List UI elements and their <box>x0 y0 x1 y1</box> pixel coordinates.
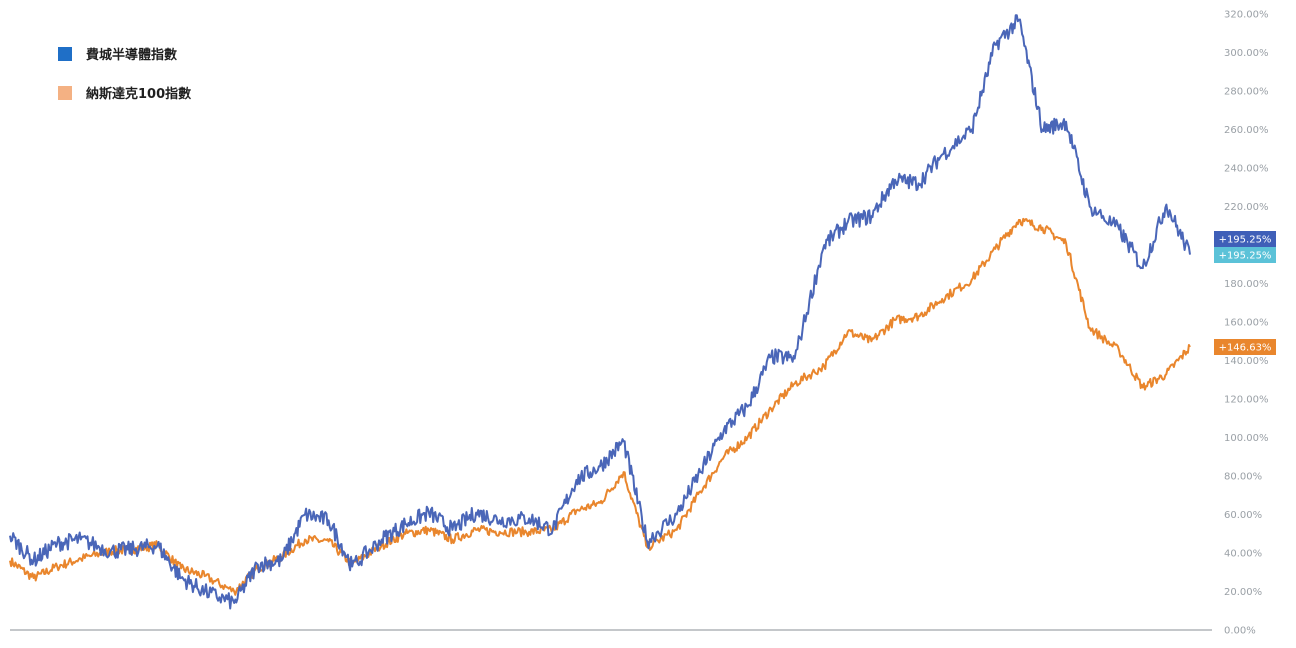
y-tick-label: 20.00% <box>1224 587 1262 598</box>
legend-label-sox: 費城半導體指數 <box>86 48 178 63</box>
y-tick-label: 220.00% <box>1224 202 1269 213</box>
y-tick-label: 80.00% <box>1224 472 1262 483</box>
value-badge: +195.25% <box>1214 247 1276 263</box>
y-tick-label: 120.00% <box>1224 395 1269 406</box>
legend-item-ndx[interactable]: 納斯達克100指數 <box>58 83 191 102</box>
series-line-ndx <box>9 217 1191 596</box>
y-tick-label: 100.00% <box>1224 433 1269 444</box>
y-tick-label: 280.00% <box>1224 87 1269 98</box>
value-badge-text: +195.25% <box>1219 251 1272 262</box>
value-badge-text: +195.25% <box>1219 235 1272 246</box>
y-tick-label: 300.00% <box>1224 48 1269 59</box>
series-line-sox <box>9 14 1191 610</box>
y-tick-label: 240.00% <box>1224 164 1269 175</box>
legend-label-ndx: 納斯達克100指數 <box>86 87 192 102</box>
value-badges: +195.25% +195.25% +146.63% <box>1214 231 1276 355</box>
y-tick-label: 180.00% <box>1224 279 1269 290</box>
value-badge-bg <box>1214 247 1276 263</box>
value-badge-bg <box>1214 339 1276 355</box>
legend-swatch-sox <box>58 46 72 61</box>
y-tick-label: 0.00% <box>1224 626 1256 637</box>
legend: 費城半導體指數 納斯達克100指數 <box>58 44 191 122</box>
y-tick-label: 140.00% <box>1224 356 1269 367</box>
value-badge: +195.25% <box>1214 231 1276 247</box>
y-tick-label: 160.00% <box>1224 318 1269 329</box>
legend-item-sox[interactable]: 費城半導體指數 <box>58 44 191 63</box>
y-tick-label: 40.00% <box>1224 549 1262 560</box>
y-axis-ticks: 0.00% 20.00% 40.00% 60.00% 80.00% 100.00% 120.… <box>1224 10 1269 637</box>
y-tick-label: 60.00% <box>1224 510 1262 521</box>
y-tick-label: 260.00% <box>1224 125 1269 136</box>
y-tick-label: 320.00% <box>1224 10 1269 21</box>
value-badge-text: +146.63% <box>1219 343 1272 354</box>
value-badge: +146.63% <box>1214 339 1276 355</box>
value-badge-bg <box>1214 231 1276 247</box>
legend-swatch-ndx <box>58 85 72 100</box>
series-layer <box>9 14 1191 610</box>
